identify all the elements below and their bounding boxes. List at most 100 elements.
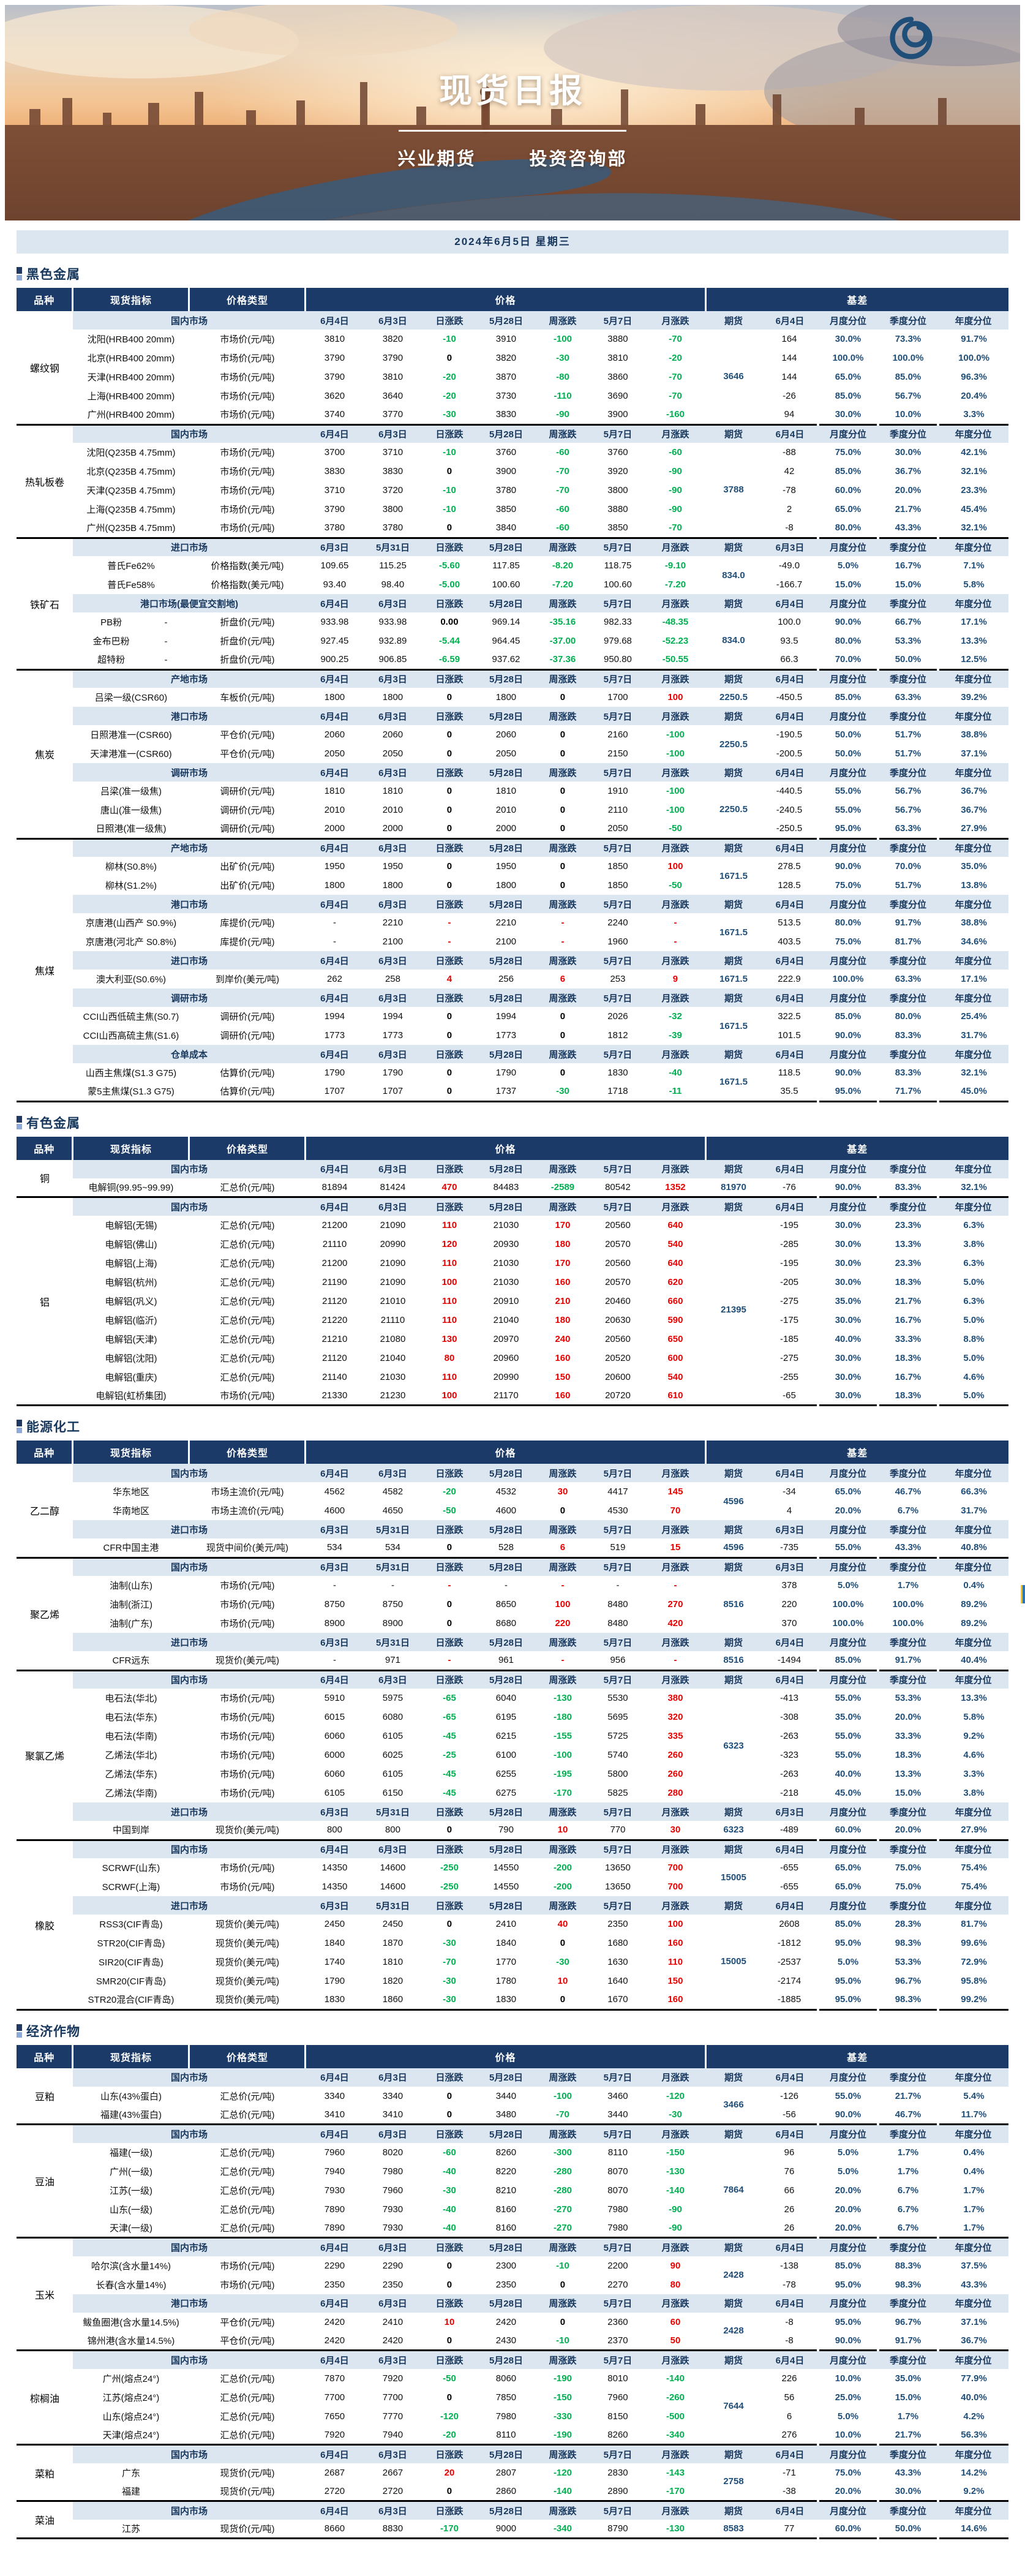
price-cell: 964.45 bbox=[476, 631, 535, 650]
price-cell: 3880 bbox=[590, 330, 645, 348]
percentile-cell: 90.0% bbox=[817, 1063, 878, 1082]
date-header-cell: 5月7日 bbox=[590, 2349, 645, 2369]
price-type-cell: 市场价(元/吨) bbox=[189, 2256, 306, 2275]
change-cell: 100 bbox=[421, 1386, 477, 1406]
price-cell: 8160 bbox=[476, 2218, 535, 2238]
pct-quarter-header-cell: 季度分位 bbox=[878, 763, 938, 781]
price-cell: 8160 bbox=[476, 2199, 535, 2219]
price-cell: 2350 bbox=[363, 2275, 422, 2294]
change-cell: -37.36 bbox=[535, 650, 590, 669]
price-cell: 13650 bbox=[590, 1877, 645, 1896]
data-row: CCI山西低硫主焦(S0.7) 调研价(元/吨) 1994 1994 0 1994 0 202… bbox=[17, 1007, 1009, 1045]
basis-cell: -263 bbox=[762, 1727, 818, 1746]
percentile-cell: 99.2% bbox=[936, 1990, 1009, 2009]
percentile-cell: 10.0% bbox=[877, 405, 938, 424]
price-cell: 8220 bbox=[476, 2161, 535, 2181]
pct-month-header-cell: 月度分位 bbox=[818, 2349, 878, 2369]
price-type-cell: 折盘价(元/吨) bbox=[189, 650, 306, 669]
date-header-cell: 5月28日 bbox=[476, 2294, 535, 2313]
price-cell: 7930 bbox=[363, 2218, 422, 2238]
date-header-cell: 月涨跌 bbox=[645, 2500, 705, 2520]
basis-cell: -26 bbox=[762, 386, 818, 405]
section-black-metal: 黑色金属 品种 现货指标 价格类型 价格 基差 螺纹钢 国内市场 6月4日 6月3日 日涨跌 5月28… bbox=[0, 263, 1025, 1102]
percentile-cell: 71.7% bbox=[877, 1082, 938, 1101]
futures-header-cell: 期货 bbox=[705, 2349, 762, 2369]
percentile-cell: 20.0% bbox=[817, 2482, 878, 2501]
price-cell: 6015 bbox=[305, 1708, 364, 1727]
pct-quarter-header-cell: 季度分位 bbox=[878, 1464, 938, 1482]
change-cell: 160 bbox=[535, 1348, 590, 1368]
price-cell: 1800 bbox=[476, 876, 535, 895]
percentile-cell: 56.7% bbox=[877, 781, 938, 800]
pct-year-header-cell: 年度分位 bbox=[938, 1464, 1009, 1482]
percentile-cell: 6.7% bbox=[877, 1501, 938, 1520]
price-cell: 21030 bbox=[476, 1215, 535, 1235]
price-cell: 2010 bbox=[363, 800, 422, 819]
indicator-cell: 山东(一级) bbox=[72, 2199, 189, 2219]
basis-cell: 35.5 bbox=[762, 1082, 818, 1101]
price-cell: 770 bbox=[590, 1821, 645, 1840]
percentile-cell: 15.0% bbox=[877, 2387, 938, 2407]
price-cell: 8480 bbox=[590, 1614, 645, 1633]
basis-date-header-cell: 6月4日 bbox=[762, 763, 818, 781]
basis-cell: -413 bbox=[762, 1689, 818, 1708]
percentile-cell: 18.3% bbox=[877, 1746, 938, 1764]
futures-cell: 834.0 bbox=[705, 612, 762, 669]
change-cell: 0 bbox=[535, 857, 590, 876]
price-cell: 1790 bbox=[305, 1063, 364, 1082]
futures-header-cell: 期货 bbox=[705, 2237, 762, 2256]
percentile-cell: 20.0% bbox=[877, 481, 938, 500]
price-cell: 979.68 bbox=[590, 631, 645, 650]
data-row: 电解铝(天津) 汇总价(元/吨) 21210 21080 130 20970 240 2056… bbox=[17, 1329, 1009, 1349]
date-header-cell: 日涨跌 bbox=[421, 837, 477, 857]
date-header-cell: 周涨跌 bbox=[535, 594, 590, 612]
change-cell: -70 bbox=[535, 2105, 590, 2125]
futures-cell: 1671.5 bbox=[705, 1007, 762, 1045]
percentile-cell: 65.0% bbox=[817, 500, 878, 519]
date-header-cell: 5月28日 bbox=[476, 1556, 535, 1576]
market-label: 国内市场 bbox=[72, 1196, 306, 1216]
price-cell: 5800 bbox=[590, 1764, 645, 1783]
price-cell: 8900 bbox=[363, 1614, 422, 1633]
price-type-cell: 市场价(元/吨) bbox=[189, 2275, 306, 2294]
percentile-cell: 30.0% bbox=[817, 1310, 878, 1330]
percentile-cell: 20.0% bbox=[817, 2199, 878, 2219]
date-header-cell: 日涨跌 bbox=[421, 2349, 477, 2369]
basis-date-header-cell: 6月4日 bbox=[762, 311, 818, 330]
percentile-cell: 85.0% bbox=[817, 1651, 878, 1670]
price-cell: 7980 bbox=[590, 2218, 645, 2238]
indicator-cell: 蒙5主焦煤(S1.3 G75) bbox=[72, 1082, 189, 1101]
market-label: 国内市场 bbox=[72, 1159, 306, 1178]
change-cell: -30 bbox=[421, 1934, 477, 1953]
pct-quarter-header-cell: 季度分位 bbox=[878, 989, 938, 1007]
price-type-cell: 现货价(美元/吨) bbox=[189, 1953, 306, 1972]
market-label: 进口市场 bbox=[72, 1633, 306, 1651]
indicator-cell: 天津(HRB400 20mm) bbox=[72, 367, 189, 386]
change-cell: -30 bbox=[421, 2180, 477, 2200]
percentile-cell: 39.2% bbox=[936, 688, 1009, 707]
price-cell: 8900 bbox=[305, 1614, 364, 1633]
price-cell: 8070 bbox=[590, 2161, 645, 2181]
date-header-cell: 5月28日 bbox=[476, 989, 535, 1007]
percentile-cell: 6.7% bbox=[877, 2180, 938, 2200]
date-header-cell: 5月7日 bbox=[590, 2294, 645, 2313]
price-cell: 14550 bbox=[476, 1877, 535, 1896]
change-cell: -100 bbox=[535, 2086, 590, 2106]
market-label: 国内市场 bbox=[72, 1669, 306, 1689]
price-cell: 1994 bbox=[476, 1007, 535, 1026]
price-type-cell: 调研价(元/吨) bbox=[189, 819, 306, 838]
percentile-cell: 75.4% bbox=[936, 1858, 1009, 1877]
price-type-cell: 估算价(元/吨) bbox=[189, 1082, 306, 1101]
basis-date-header-cell: 6月4日 bbox=[762, 951, 818, 970]
futures-header-cell: 期货 bbox=[705, 895, 762, 913]
data-row: 油制(山东) 市场价(元/吨) - - - - - - -8516 378 5.0% 1.7% 0.4% bbox=[17, 1576, 1009, 1633]
price-type-cell: 市场价(元/吨) bbox=[189, 405, 306, 424]
price-cell: 6105 bbox=[363, 1764, 422, 1783]
price-cell: 2410 bbox=[363, 2312, 422, 2332]
date-header-cell: 6月4日 bbox=[305, 1159, 364, 1178]
change-cell: -280 bbox=[535, 2180, 590, 2200]
percentile-cell: 83.3% bbox=[877, 1063, 938, 1082]
basis-cell: -76 bbox=[762, 1178, 818, 1197]
data-row: 哈尔滨(含水量14%) 市场价(元/吨) 2290 2290 0 2300 -10 2200 9… bbox=[17, 2256, 1009, 2294]
futures-cell: 15005 bbox=[705, 1858, 762, 1896]
